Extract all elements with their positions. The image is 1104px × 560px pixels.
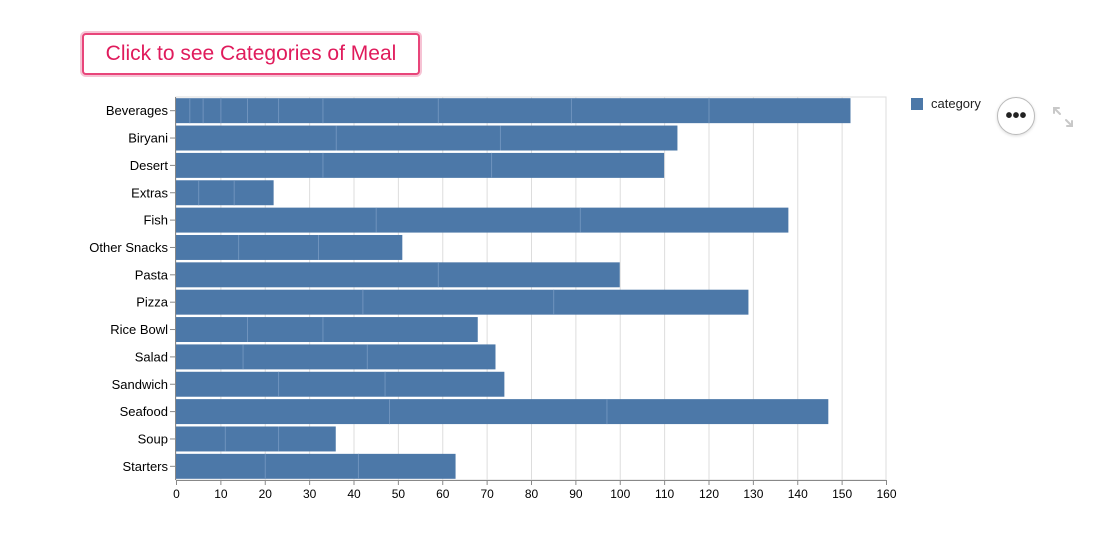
bar [176, 152, 665, 178]
x-tick-label: 140 [788, 487, 808, 501]
axes: 0 10 20 30 40 50 60 70 80 90 100 110 120 130 140 150 160… [89, 97, 897, 501]
x-tick-label: 80 [525, 487, 539, 501]
bar [176, 262, 620, 288]
y-tick-label: Fish [143, 213, 168, 228]
x-tick-label: 20 [259, 487, 273, 501]
bar [176, 180, 274, 206]
y-tick-label: Starters [122, 459, 168, 474]
bar [176, 317, 478, 343]
bar [176, 234, 403, 260]
ellipsis-icon[interactable]: ••• [997, 97, 1035, 135]
legend-label: category [931, 96, 981, 111]
show-categories-button[interactable]: Click to see Categories of Meal [82, 33, 420, 75]
y-tick-label: Beverages [106, 103, 169, 118]
bar [176, 371, 505, 397]
y-tick-label: Pizza [136, 295, 169, 310]
bars [176, 98, 851, 479]
y-tick-label: Sandwich [112, 377, 168, 392]
x-tick-label: 30 [303, 487, 317, 501]
y-tick-label: Rice Bowl [110, 322, 168, 337]
x-tick-label: 50 [392, 487, 406, 501]
bar [176, 125, 678, 151]
bar [176, 289, 749, 315]
y-tick-label: Extras [131, 185, 168, 200]
x-tick-label: 120 [699, 487, 719, 501]
x-tick-label: 40 [347, 487, 361, 501]
bar [176, 344, 496, 370]
y-tick-label: Salad [135, 349, 168, 364]
bar [176, 399, 829, 425]
y-tick-label: Soup [138, 431, 168, 446]
bar [176, 98, 851, 124]
bar [176, 426, 336, 452]
x-tick-label: 100 [610, 487, 630, 501]
bar [176, 207, 789, 233]
x-tick-label: 60 [436, 487, 450, 501]
x-tick-label: 0 [173, 487, 180, 501]
expand-icon[interactable] [1052, 106, 1074, 128]
x-tick-label: 150 [832, 487, 852, 501]
y-tick-label: Seafood [120, 404, 168, 419]
y-tick-label: Pasta [135, 267, 169, 282]
y-tick-label: Other Snacks [89, 240, 168, 255]
x-tick-label: 10 [214, 487, 228, 501]
x-tick-label: 110 [655, 487, 674, 501]
legend-swatch [911, 97, 923, 110]
legend: category [911, 96, 981, 111]
y-tick-label: Biryani [128, 131, 168, 146]
x-tick-label: 70 [480, 487, 494, 501]
bar-chart: 0 10 20 30 40 50 60 70 80 90 100 110 120 130 140 150 160… [89, 96, 897, 501]
x-tick-label: 130 [743, 487, 763, 501]
x-tick-label: 90 [569, 487, 583, 501]
bar [176, 453, 456, 479]
x-tick-label: 160 [876, 487, 896, 501]
y-tick-label: Desert [130, 158, 169, 173]
